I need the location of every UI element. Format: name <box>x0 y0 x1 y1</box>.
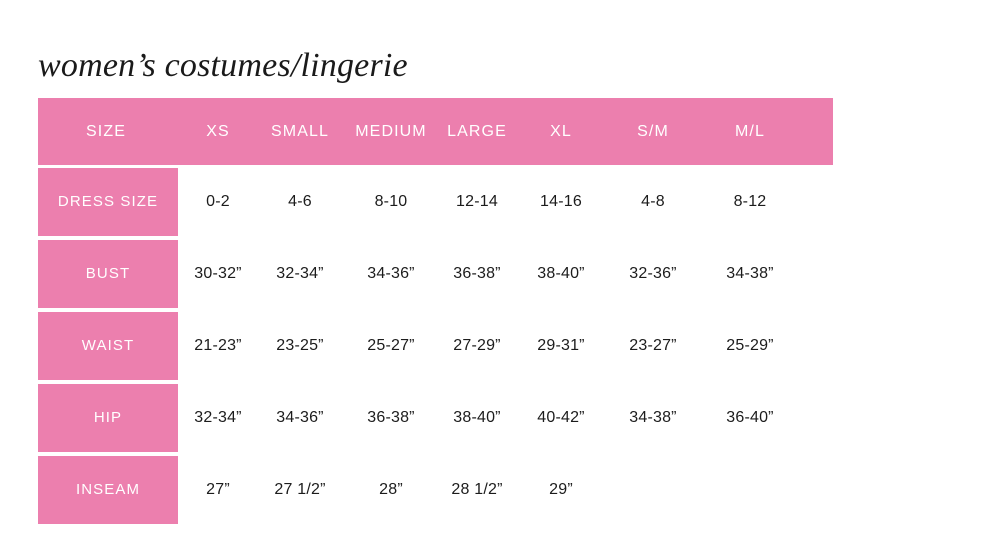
cell-waist-xl: 29-31” <box>537 337 585 354</box>
column-header-s-m: S/M <box>637 123 669 140</box>
table-row: HIP 32-34” 34-36” 36-38” 38-40” 40-42” 34-38” 3… <box>38 384 833 452</box>
cell-dress-size-medium: 8-10 <box>374 193 408 210</box>
column-header-xs: XS <box>206 123 230 140</box>
cell-bust-xl: 38-40” <box>537 265 585 282</box>
cell-dress-size-small: 4-6 <box>288 193 312 210</box>
cell-bust-s-m: 32-36” <box>629 265 677 282</box>
cell-inseam-xs: 27” <box>206 481 230 498</box>
cell-waist-small: 23-25” <box>276 337 324 354</box>
cell-bust-m-l: 34-38” <box>726 265 774 282</box>
cell-inseam-small: 27 1/2” <box>274 481 326 498</box>
table-body: DRESS SIZE 0-2 4-6 8-10 12-14 14-16 4-8 8-12 BUS… <box>38 168 833 524</box>
cell-hip-medium: 36-38” <box>367 409 415 426</box>
column-header-size: SIZE <box>86 123 126 140</box>
cell-waist-medium: 25-27” <box>367 337 415 354</box>
table-row: DRESS SIZE 0-2 4-6 8-10 12-14 14-16 4-8 8-12 <box>38 168 833 236</box>
page-title: women’s costumes/lingerie <box>38 47 408 84</box>
cell-bust-xs: 30-32” <box>194 265 242 282</box>
cell-bust-medium: 34-36” <box>367 265 415 282</box>
cell-waist-m-l: 25-29” <box>726 337 774 354</box>
table-row: WAIST 21-23” 23-25” 25-27” 27-29” 29-31” 23-27… <box>38 312 833 380</box>
cell-hip-xs: 32-34” <box>194 409 242 426</box>
column-header-large: LARGE <box>447 123 507 140</box>
table-header-row: SIZE XS SMALL MEDIUM LARGE XL S/M M/L <box>38 98 833 165</box>
cell-dress-size-xs: 0-2 <box>206 193 230 210</box>
table-row: INSEAM 27” 27 1/2” 28” 28 1/2” 29” <box>38 456 833 524</box>
cell-dress-size-m-l: 8-12 <box>733 193 767 210</box>
cell-waist-s-m: 23-27” <box>629 337 677 354</box>
cell-inseam-xl: 29” <box>549 481 573 498</box>
table-row: BUST 30-32” 32-34” 34-36” 36-38” 38-40” 32-36”… <box>38 240 833 308</box>
column-header-small: SMALL <box>271 123 329 140</box>
cell-dress-size-xl: 14-16 <box>540 193 582 210</box>
cell-waist-large: 27-29” <box>453 337 501 354</box>
column-header-medium: MEDIUM <box>355 123 427 140</box>
cell-hip-xl: 40-42” <box>537 409 585 426</box>
cell-dress-size-s-m: 4-8 <box>641 193 665 210</box>
cell-bust-small: 32-34” <box>276 265 324 282</box>
cell-inseam-medium: 28” <box>379 481 403 498</box>
cell-bust-large: 36-38” <box>453 265 501 282</box>
column-header-m-l: M/L <box>735 123 765 140</box>
cell-waist-xs: 21-23” <box>194 337 242 354</box>
row-label-waist: WAIST <box>38 312 178 380</box>
cell-hip-m-l: 36-40” <box>726 409 774 426</box>
cell-hip-large: 38-40” <box>453 409 501 426</box>
cell-hip-small: 34-36” <box>276 409 324 426</box>
cell-hip-s-m: 34-38” <box>629 409 677 426</box>
row-label-dress-size: DRESS SIZE <box>38 168 178 236</box>
column-header-xl: XL <box>550 123 572 140</box>
size-chart-table: SIZE XS SMALL MEDIUM LARGE XL S/M M/L DRESS SIZ… <box>38 98 833 528</box>
row-label-inseam: INSEAM <box>38 456 178 524</box>
row-label-hip: HIP <box>38 384 178 452</box>
row-label-bust: BUST <box>38 240 178 308</box>
cell-inseam-large: 28 1/2” <box>451 481 503 498</box>
cell-dress-size-large: 12-14 <box>456 193 498 210</box>
